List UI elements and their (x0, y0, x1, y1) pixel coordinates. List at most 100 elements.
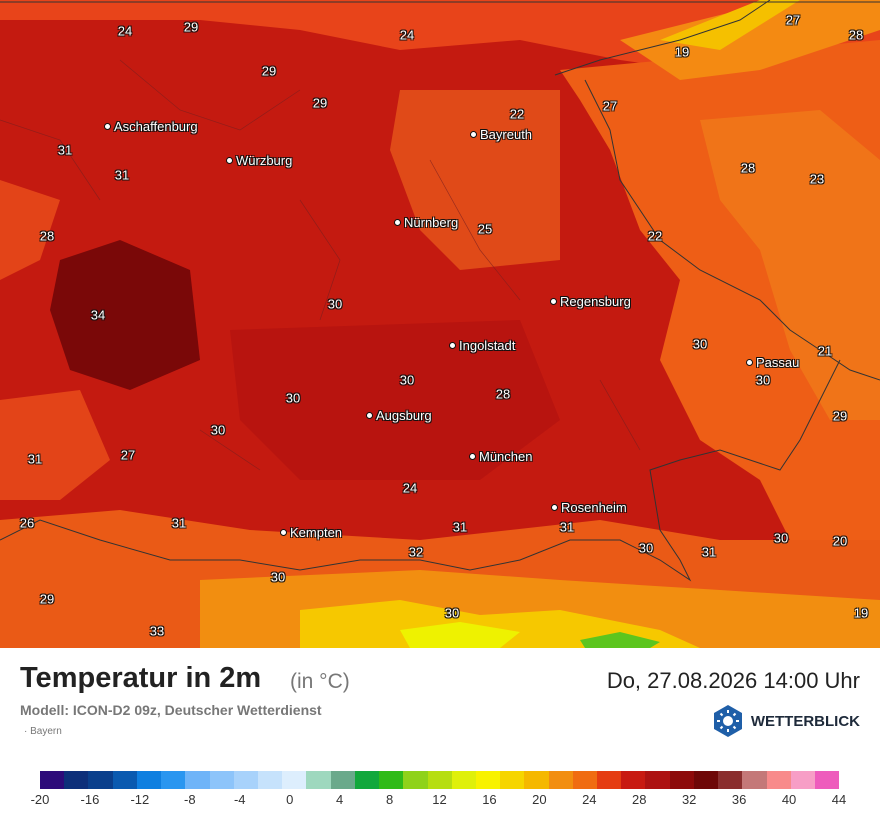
temperature-value: 30 (638, 540, 654, 556)
scale-bin (112, 771, 137, 789)
district-borders (0, 59, 641, 471)
temperature-value: 30 (755, 372, 771, 388)
temperature-value: 31 (559, 519, 575, 535)
temperature-value: 27 (602, 98, 618, 114)
scale-tick-label: 40 (781, 792, 797, 807)
city-marker[interactable]: Aschaffenburg (104, 119, 198, 134)
temperature-value: 19 (674, 44, 690, 60)
temperature-value: 27 (785, 12, 801, 28)
city-name: Bayreuth (480, 127, 533, 142)
scale-bin (282, 771, 307, 789)
scale-bin (742, 771, 767, 789)
city-marker[interactable]: Ingolstadt (449, 338, 515, 353)
zone-alps-green (580, 632, 660, 648)
city-dot-icon (104, 123, 111, 130)
temperature-map[interactable]: Aschaffenburg Würzburg Bayreuth Nürnberg Reg… (0, 0, 880, 648)
scale-bin (136, 771, 162, 789)
zone-west-orange (0, 180, 110, 500)
temperature-value: 30 (270, 569, 286, 585)
zone-hot-core (50, 240, 200, 390)
temperature-value: 20 (832, 533, 848, 549)
scale-bin (766, 771, 791, 789)
temperature-value: 29 (312, 95, 328, 111)
city-marker[interactable]: Kempten (280, 525, 342, 540)
city-name: München (479, 449, 533, 464)
temperature-value: 33 (149, 623, 165, 639)
city-dot-icon (550, 298, 557, 305)
scale-bin (597, 771, 622, 789)
scale-bin (548, 771, 573, 789)
temperature-value: 27 (120, 447, 136, 463)
temperature-value: 30 (692, 336, 708, 352)
city-marker[interactable]: Passau (746, 355, 799, 370)
city-dot-icon (366, 412, 373, 419)
city-dot-icon (394, 219, 401, 226)
city-dot-icon (226, 157, 233, 164)
zone-northeast-yellow (660, 0, 800, 50)
temperature-value: 28 (39, 228, 55, 244)
city-name: Augsburg (376, 408, 432, 423)
city-name: Aschaffenburg (114, 119, 198, 134)
city-name: Ingolstadt (459, 338, 516, 353)
temperature-value: 31 (701, 544, 717, 560)
city-marker[interactable]: Nürnberg (394, 215, 458, 230)
city-name: Regensburg (560, 294, 631, 309)
temperature-value: 22 (647, 228, 663, 244)
temperature-value: 29 (261, 63, 277, 79)
temperature-value: 31 (452, 519, 468, 535)
temperature-value: 31 (57, 142, 73, 158)
city-name: Nürnberg (404, 215, 459, 230)
zone-east-light (700, 110, 880, 420)
temperature-value: 29 (183, 19, 199, 35)
temperature-value: 32 (408, 544, 424, 560)
temperature-value: 21 (817, 343, 833, 359)
temperature-value: 24 (117, 23, 133, 39)
wetterblick-logo[interactable]: WETTERBLICK (711, 704, 860, 738)
zone-bayreuth (390, 90, 560, 270)
city-dot-icon (746, 359, 753, 366)
scale-tick-label: -20 (30, 792, 50, 807)
city-marker[interactable]: Regensburg (550, 294, 631, 309)
scale-bin (330, 771, 355, 789)
scale-tick-label: 20 (532, 792, 547, 807)
temperature-value: 28 (848, 27, 864, 43)
scale-bin (233, 771, 258, 789)
scale-bin (403, 771, 428, 789)
scale-tick-label: -8 (184, 792, 196, 807)
city-marker[interactable]: Rosenheim (551, 500, 627, 515)
scale-tick-label: 16 (482, 792, 497, 807)
temperature-value: 30 (773, 530, 789, 546)
zone-northeast-light (620, 0, 880, 80)
temperature-value: 22 (509, 106, 525, 122)
scale-bin (88, 771, 113, 789)
scale-bin (718, 771, 743, 789)
temperature-value: 28 (740, 160, 756, 176)
city-dot-icon (449, 342, 456, 349)
model-info: Modell: ICON-D2 09z, Deutscher Wetterdie… (20, 702, 322, 718)
scale-bin (209, 771, 234, 789)
scale-bin (257, 771, 283, 789)
map-footer: Temperatur in 2m (in °C) Do, 27.08.2026 … (0, 648, 880, 830)
scale-tick-label: 28 (632, 792, 647, 807)
temperature-value: 30 (285, 390, 301, 406)
scale-bin (645, 771, 670, 789)
city-name: Rosenheim (561, 500, 627, 515)
temperature-value: 25 (477, 221, 493, 237)
scale-bin (815, 771, 840, 789)
city-marker[interactable]: München (469, 449, 532, 464)
scale-bin (693, 771, 719, 789)
map-title: Temperatur in 2m (20, 662, 262, 694)
temperature-value: 30 (444, 605, 460, 621)
scale-bin (524, 771, 549, 789)
scale-tick-label: -12 (130, 792, 150, 807)
city-marker[interactable]: Bayreuth (470, 127, 532, 142)
city-marker[interactable]: Würzburg (226, 153, 292, 168)
temperature-value: 31 (171, 515, 187, 531)
region-label: · Bayern (24, 726, 62, 737)
scale-bin (427, 771, 452, 789)
temperature-value: 26 (19, 515, 35, 531)
state-border (0, 0, 880, 582)
city-marker[interactable]: Augsburg (366, 408, 432, 423)
zone-alps-peak (400, 622, 520, 648)
scale-bin (185, 771, 210, 789)
